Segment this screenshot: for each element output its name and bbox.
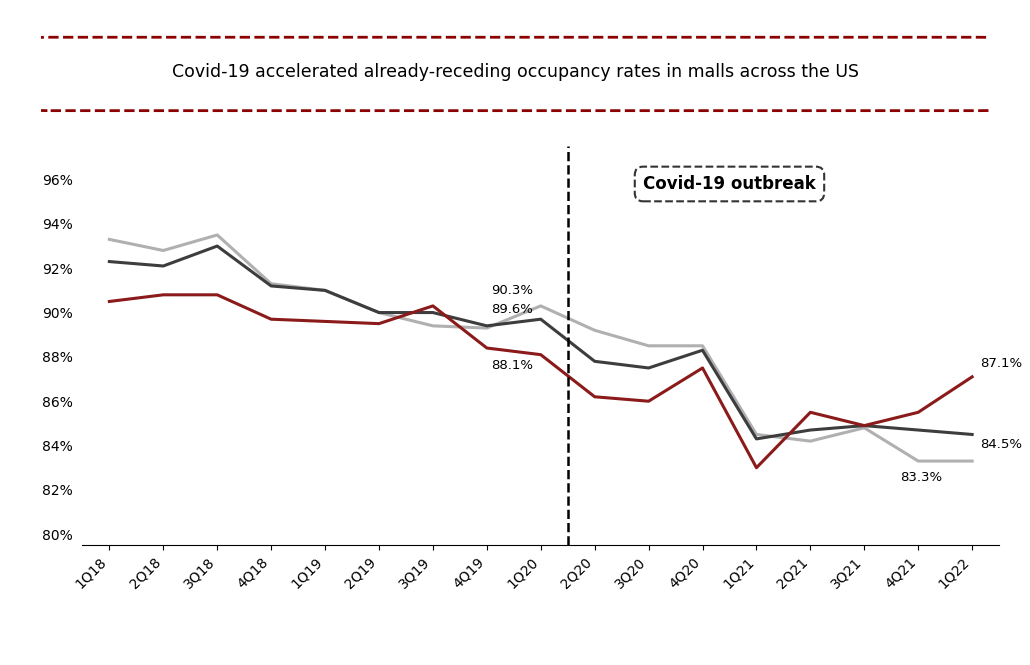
Text: 84.5%: 84.5% (981, 438, 1022, 451)
Text: 89.6%: 89.6% (490, 303, 533, 316)
Text: 87.1%: 87.1% (981, 357, 1023, 370)
Text: 90.3%: 90.3% (490, 284, 533, 297)
Text: 88.1%: 88.1% (490, 359, 533, 372)
Legend: All Malls, Regional Malls, Super Regional Malls: All Malls, Regional Malls, Super Regiona… (270, 662, 812, 665)
Text: Covid-19 accelerated already-receding occupancy rates in malls across the US: Covid-19 accelerated already-receding oc… (172, 63, 858, 80)
Text: 83.3%: 83.3% (900, 471, 942, 484)
FancyBboxPatch shape (32, 37, 998, 110)
Text: Covid-19 outbreak: Covid-19 outbreak (643, 175, 816, 193)
